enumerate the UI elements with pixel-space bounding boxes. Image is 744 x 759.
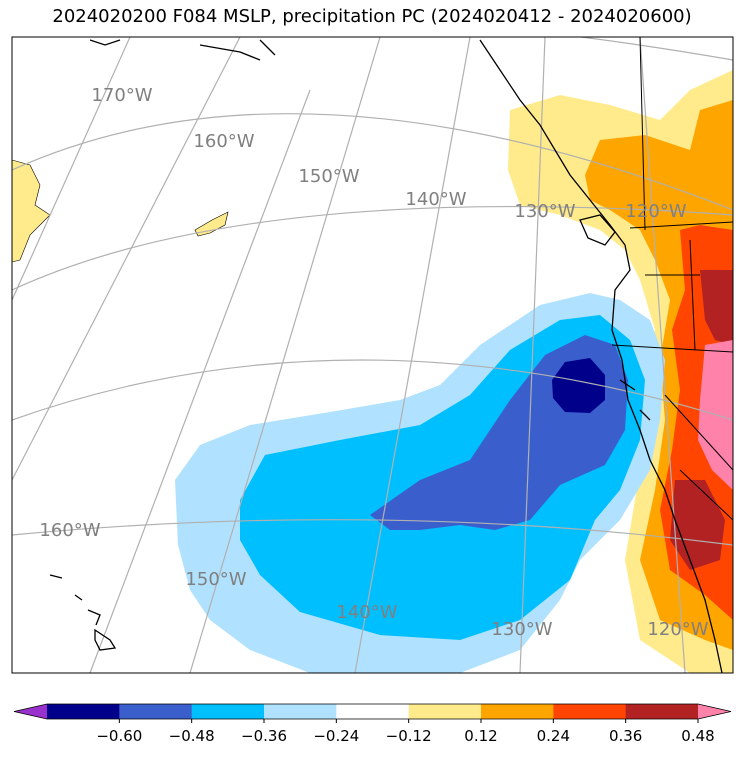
colorbar: −0.60 −0.48 −0.36 −0.24 −0.12 0.12 0.24 0.36 0.4… [13,703,732,745]
lon-label-120w-south: 120°W [647,619,708,640]
colorbar-tick-label: −0.60 [96,727,142,745]
colorbar-swatch [336,704,410,719]
colorbar-tick-label: −0.36 [241,727,287,745]
lon-label-130w-south: 130°W [491,619,552,640]
colorbar-outline [13,703,732,720]
lon-label-140w: 140°W [405,189,466,210]
colorbar-swatch [119,704,193,719]
colorbar-swatch [408,704,482,719]
gridline-labels-south: 160°W 150°W 140°W 130°W 120°W [39,520,708,640]
colorbar-extend-low [14,704,47,719]
lon-label-160w: 160°W [193,131,254,152]
colorbar-swatch [264,704,337,719]
colorbar-tick-label: 0.48 [681,727,714,745]
precip-negative-strong [552,358,605,413]
lon-label-150w-south: 150°W [185,569,246,590]
colorbar-swatch [481,704,554,719]
colorbar-tick-label: 0.12 [464,727,497,745]
precip-positive-strong [700,270,733,345]
map-frame [11,36,734,674]
graticule [12,37,733,673]
precip-positive-islet [194,211,229,237]
map-title: 2024020200 F084 MSLP, precipitation PC (… [52,6,692,27]
colorbar-tick-label: 0.24 [537,727,570,745]
political-borders [611,37,733,521]
precip-positive-strong-south [670,480,725,570]
colorbar-swatch [625,704,699,719]
lon-label-120w: 120°W [625,201,686,222]
lon-label-140w-south: 140°W [336,602,397,623]
colorbar-tick-label: 0.36 [609,727,642,745]
colorbar-tick-label: −0.12 [386,727,432,745]
lon-label-160w-south: 160°W [39,520,100,541]
colorbar-tick-label: −0.24 [313,727,359,745]
colorbar-swatch [191,704,265,719]
colorbar-swatch [553,704,627,719]
colorbar-tick-label: −0.48 [169,727,215,745]
colorbar-swatch [47,704,120,719]
lon-label-170w: 170°W [91,85,152,106]
lon-label-150w: 150°W [298,166,359,187]
lon-label-130w: 130°W [514,201,575,222]
gridline-labels-north: 170°W 160°W 150°W 140°W 130°W 120°W [91,85,686,222]
colorbar-extend-high [698,704,731,719]
coastline [49,39,723,673]
